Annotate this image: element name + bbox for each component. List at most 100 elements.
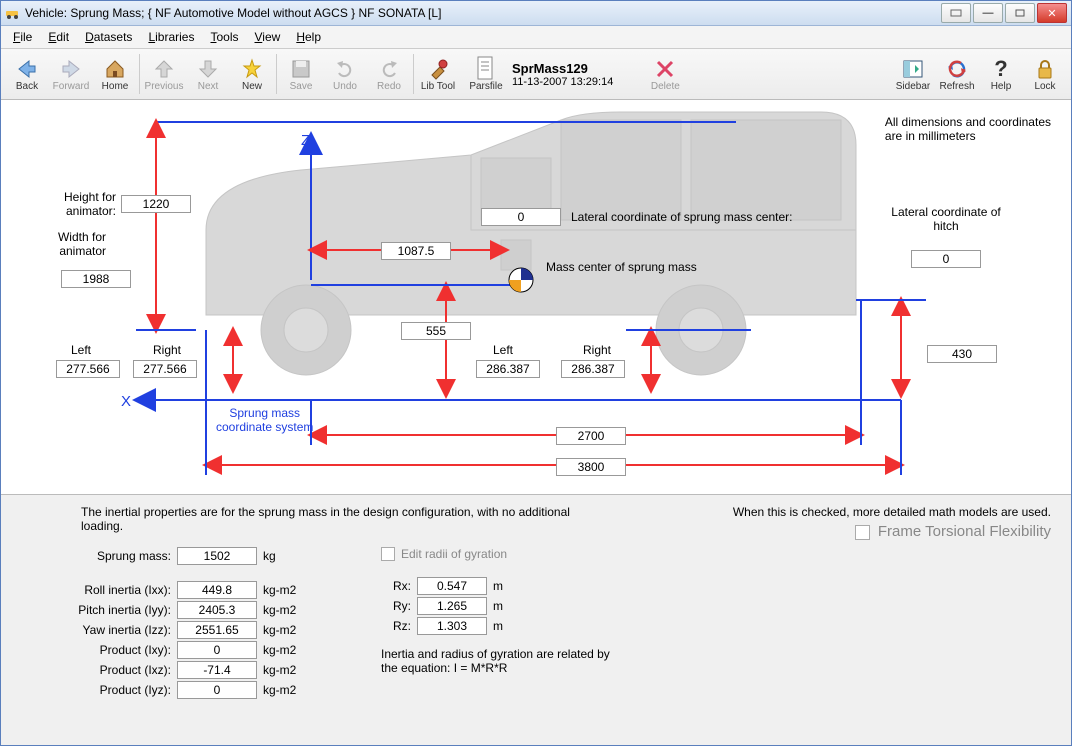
home-button[interactable]: Home: [93, 51, 137, 97]
rx-input[interactable]: [417, 577, 487, 595]
window-extra-button[interactable]: [941, 3, 971, 23]
refresh-label: Refresh: [939, 81, 974, 92]
rz-label: Rz:: [381, 619, 411, 633]
lock-icon: [1033, 57, 1057, 81]
ixz-label: Product (Ixz):: [61, 663, 171, 677]
delete-label: Delete: [651, 81, 680, 92]
app-icon: [5, 7, 21, 19]
help-label: Help: [991, 81, 1012, 92]
parsfile-button[interactable]: Parsfile: [464, 51, 508, 97]
parsfile-name: SprMass129: [512, 61, 613, 76]
ry-input[interactable]: [417, 597, 487, 615]
undo-button[interactable]: Undo: [323, 51, 367, 97]
titlebar: Vehicle: Sprung Mass; { NF Automotive Mo…: [1, 1, 1071, 26]
toolbar: Back Forward Home Previous Next New Save…: [1, 49, 1071, 100]
front-right-label: Right: [153, 343, 181, 357]
forward-button[interactable]: Forward: [49, 51, 93, 97]
lateral-cg-input[interactable]: [481, 208, 561, 226]
front-left-input[interactable]: [56, 360, 120, 378]
delete-button[interactable]: Delete: [643, 51, 687, 97]
toolbar-sep: [276, 54, 277, 94]
menu-file-rest: ile: [20, 30, 32, 44]
flex-checkbox[interactable]: [855, 525, 870, 540]
diagram-svg: Z X: [1, 100, 1071, 495]
hitch-height-input[interactable]: [927, 345, 997, 363]
menu-tools[interactable]: Tools: [202, 28, 246, 46]
iyy-label: Pitch inertia (Iyy):: [61, 603, 171, 617]
menu-edit[interactable]: Edit: [40, 28, 77, 46]
refresh-button[interactable]: Refresh: [935, 51, 979, 97]
ixx-input[interactable]: [177, 581, 257, 599]
app-window: Vehicle: Sprung Mass; { NF Automotive Mo…: [0, 0, 1072, 746]
next-button[interactable]: Next: [186, 51, 230, 97]
sprung-mass-input[interactable]: [177, 547, 257, 565]
rear-left-input[interactable]: [476, 360, 540, 378]
save-icon: [289, 57, 313, 81]
close-button[interactable]: ✕: [1037, 3, 1067, 23]
undo-icon: [333, 57, 357, 81]
lateral-cg-label: Lateral coordinate of sprung mass center…: [571, 210, 792, 224]
wheelbase-offset-input[interactable]: [381, 242, 451, 260]
diagram-canvas: Z X: [1, 100, 1071, 495]
front-right-input[interactable]: [133, 360, 197, 378]
cg-height-input[interactable]: [401, 322, 471, 340]
forward-label: Forward: [53, 81, 90, 92]
maximize-button[interactable]: [1005, 3, 1035, 23]
toolbar-sep: [413, 54, 414, 94]
libtool-button[interactable]: Lib Tool: [416, 51, 460, 97]
height-input[interactable]: [121, 195, 191, 213]
ixz-input[interactable]: [177, 661, 257, 679]
help-button[interactable]: ?Help: [979, 51, 1023, 97]
unit: m: [493, 579, 503, 593]
ixy-input[interactable]: [177, 641, 257, 659]
redo-label: Redo: [377, 81, 401, 92]
wheelbase-input[interactable]: [556, 427, 626, 445]
forward-icon: [59, 57, 83, 81]
rz-input[interactable]: [417, 617, 487, 635]
previous-button[interactable]: Previous: [142, 51, 186, 97]
menu-view[interactable]: View: [247, 28, 289, 46]
previous-icon: [152, 57, 176, 81]
parsfile-icon: [474, 57, 498, 81]
libtool-icon: [426, 57, 450, 81]
inertia-panel: The inertial properties are for the spru…: [1, 495, 1071, 745]
sidebar-button[interactable]: Sidebar: [891, 51, 935, 97]
menubar: File Edit Datasets Libraries Tools View …: [1, 26, 1071, 49]
new-button[interactable]: New: [230, 51, 274, 97]
back-button[interactable]: Back: [5, 51, 49, 97]
izz-input[interactable]: [177, 621, 257, 639]
home-icon: [103, 57, 127, 81]
menu-datasets[interactable]: Datasets: [77, 28, 140, 46]
minimize-button[interactable]: —: [973, 3, 1003, 23]
flex-check-row[interactable]: Frame Torsional Flexibility: [733, 523, 1051, 540]
radii-checkbox[interactable]: [381, 547, 395, 561]
window-controls: — ✕: [941, 3, 1067, 23]
parsfile-block: Parsfile SprMass129 11-13-2007 13:29:14: [464, 51, 613, 97]
rear-right-input[interactable]: [561, 360, 625, 378]
overall-input[interactable]: [556, 458, 626, 476]
unit: m: [493, 619, 503, 633]
previous-label: Previous: [145, 81, 184, 92]
redo-button[interactable]: Redo: [367, 51, 411, 97]
save-button[interactable]: Save: [279, 51, 323, 97]
unit: kg-m2: [263, 663, 296, 677]
help-icon: ?: [989, 57, 1013, 81]
lock-button[interactable]: Lock: [1023, 51, 1067, 97]
iyz-input[interactable]: [177, 681, 257, 699]
menu-file[interactable]: File: [5, 28, 40, 46]
radii-check-row[interactable]: Edit radii of gyration: [381, 547, 611, 561]
width-input[interactable]: [61, 270, 131, 288]
hitch-label: Lateral coordinate ofhitch: [881, 205, 1011, 233]
inertia-note: The inertial properties are for the spru…: [81, 505, 581, 533]
menu-libraries[interactable]: Libraries: [140, 28, 202, 46]
rear-left-label: Left: [493, 343, 513, 357]
menu-help[interactable]: Help: [288, 28, 329, 46]
hitch-input[interactable]: [911, 250, 981, 268]
iyy-input[interactable]: [177, 601, 257, 619]
rx-label: Rx:: [381, 579, 411, 593]
back-label: Back: [16, 81, 38, 92]
izz-label: Yaw inertia (Izz):: [61, 623, 171, 637]
height-label: Height foranimator:: [46, 190, 116, 218]
radii-note: Inertia and radius of gyration are relat…: [381, 647, 611, 675]
back-icon: [15, 57, 39, 81]
